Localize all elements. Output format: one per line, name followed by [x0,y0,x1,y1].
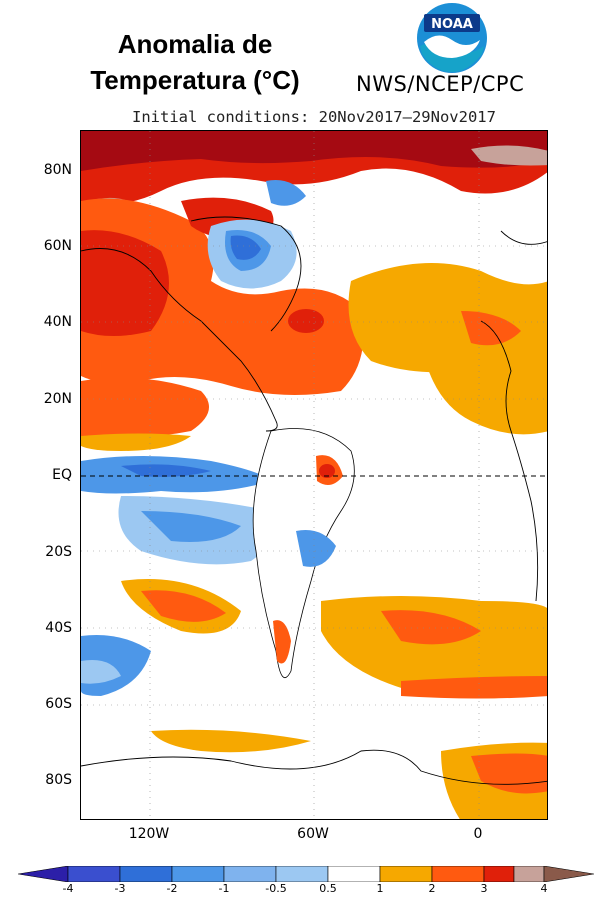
legend-tick: -0.5 [265,882,287,895]
coastline-europe-africa [480,320,539,602]
anomaly-map [80,130,548,820]
lat-label-40n: 40N [43,314,72,330]
color-legend-bar [18,866,594,882]
lon-label-60w: 60W [297,826,329,842]
initial-conditions-label: Initial conditions: 20Nov2017–29Nov2017 [132,108,496,126]
legend-tick: 0.5 [319,882,337,895]
legend-swatch-2 [119,866,173,882]
noaa-logo: NOAA [417,3,487,73]
lat-label-20s: 20S [45,544,72,560]
legend-swatch-8 [431,866,485,882]
legend-swatch-1 [67,866,121,882]
legend-tick: -4 [62,882,74,895]
legend-tick: 2 [428,882,436,895]
legend-tick: -3 [114,882,126,895]
legend-tick: 4 [540,882,548,895]
legend-swatch-7 [379,866,433,882]
legend-tick: -2 [166,882,178,895]
legend-swatch-4 [223,866,277,882]
legend-swatch-3 [171,866,225,882]
legend-low-arrow [18,866,69,882]
legend-swatch-6 [327,866,381,882]
logo-text: NOAA [431,17,473,32]
legend-swatch-10 [513,866,545,882]
legend-tick: 3 [480,882,488,895]
lat-label-60n: 60N [43,238,72,254]
lat-label-20n: 20N [43,391,72,407]
lon-label-0: 0 [473,826,483,842]
legend-swatch-5 [275,866,329,882]
map-gridlines [81,131,547,819]
coastline-north-america [81,248,278,432]
map-title: Anomalia de Temperatura (°C) [70,26,320,98]
legend-high-arrow [543,866,594,882]
legend-tick: 1 [376,882,384,895]
title-line-1: Anomalia de [117,29,273,59]
lat-label-80n: 80N [43,162,72,178]
antarctic-coastline [81,749,547,785]
agency-label: NWS/NCEP/CPC [356,72,525,96]
legend-tick: -1 [218,882,230,895]
title-line-2: Temperatura (°C) [90,65,300,95]
lon-label-120w: 120W [128,826,170,842]
lat-label-eq: EQ [52,467,72,483]
lat-label-60s: 60S [45,696,72,712]
north-pacific-warm [81,377,209,438]
legend-swatch-9 [483,866,515,882]
lat-label-80s: 80S [45,772,72,788]
lat-label-40s: 40S [45,620,72,636]
map-canvas [81,131,547,819]
